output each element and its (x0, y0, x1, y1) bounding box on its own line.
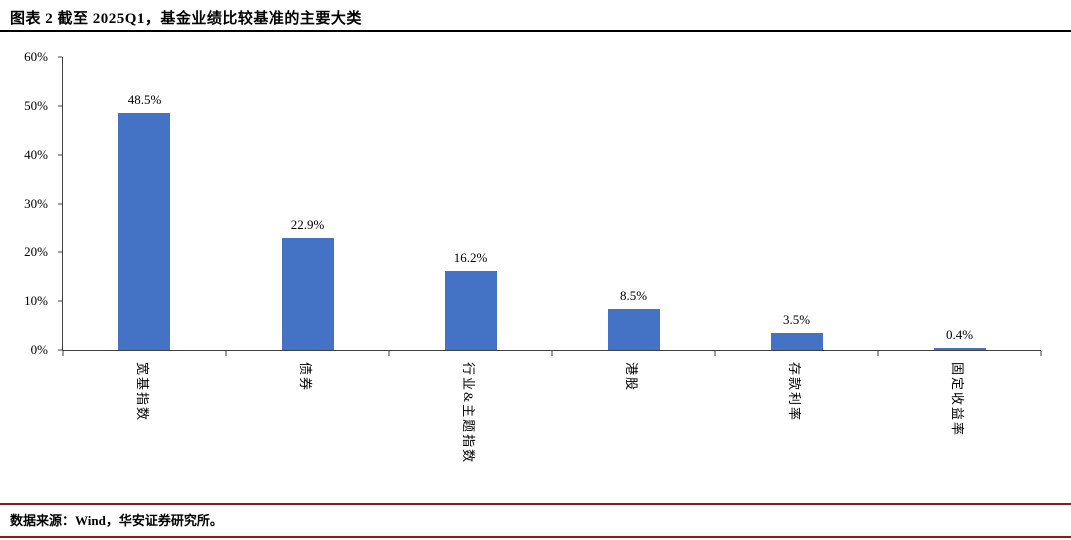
title-divider (0, 30, 1071, 32)
x-category-label: 固定收益率 (950, 362, 965, 438)
bar-group: 22.9% (281, 57, 334, 350)
plot-area: 48.5% 22.9% 16.2% 8.5% 3.5% 0.4% (58, 56, 1042, 356)
y-axis-tick (58, 349, 62, 351)
bar (770, 332, 823, 350)
x-axis-tick (225, 351, 227, 356)
figure-title: 图表 2 截至 2025Q1，基金业绩比较基准的主要大类 (10, 11, 362, 27)
y-tick-label: 20% (24, 244, 48, 260)
x-axis-tick (551, 351, 553, 356)
bar-value-label: 8.5% (619, 287, 648, 303)
bar (607, 308, 660, 350)
bar-value-label: 3.5% (782, 311, 811, 327)
x-axis-tick (62, 351, 64, 356)
bar-group: 8.5% (607, 57, 660, 350)
bar (281, 238, 334, 350)
x-axis-labels: 宽基指数 债券 行业&主题指数 港股 存款利率 固定收益率 (62, 356, 1040, 486)
bar (118, 113, 171, 350)
y-axis-tick (58, 105, 62, 107)
x-category-label: 行业&主题指数 (461, 362, 476, 465)
x-axis-tick (388, 351, 390, 356)
x-axis-tick (1040, 351, 1042, 356)
x-axis-tick (877, 351, 879, 356)
y-axis-tick (58, 154, 62, 156)
bar-group: 3.5% (770, 57, 823, 350)
data-source: 数据来源：Wind，华安证券研究所。 (10, 513, 223, 528)
y-axis-tick (58, 56, 62, 58)
bar-group: 0.4% (933, 57, 986, 350)
footer-divider-top (0, 503, 1071, 505)
y-axis-tick (58, 203, 62, 204)
bar-group: 16.2% (444, 57, 497, 350)
x-category-label: 港股 (624, 362, 639, 393)
x-category-label: 宽基指数 (134, 362, 150, 423)
bar (444, 270, 497, 350)
bar-value-label: 16.2% (453, 249, 488, 265)
y-tick-label: 10% (24, 293, 48, 309)
y-axis-labels: 0% 10% 20% 30% 40% 50% 60% (0, 49, 62, 357)
y-axis-tick (58, 251, 62, 253)
x-category-label: 债券 (298, 362, 313, 393)
y-tick-label: 60% (24, 49, 48, 64)
bar-value-label: 0.4% (945, 327, 974, 343)
y-tick-label: 50% (24, 97, 48, 113)
y-tick-label: 30% (24, 195, 48, 211)
y-tick-label: 0% (30, 342, 48, 357)
bar-value-label: 48.5% (127, 92, 162, 108)
y-axis-tick (58, 300, 62, 302)
x-axis-tick (714, 351, 716, 356)
bar-chart: 0% 10% 20% 30% 40% 50% 60% 48.5% 22.9% 16.2% 8.5%… (0, 40, 1071, 490)
bar-group: 48.5% (118, 57, 171, 350)
x-category-label: 存款利率 (787, 362, 802, 423)
footer-divider-bottom (0, 536, 1071, 538)
y-tick-label: 40% (24, 146, 48, 162)
bar (933, 348, 986, 350)
bar-value-label: 22.9% (290, 217, 325, 233)
